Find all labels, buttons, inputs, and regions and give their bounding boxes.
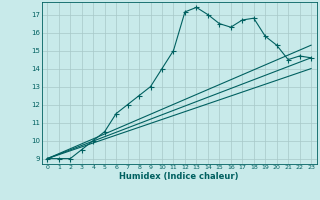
X-axis label: Humidex (Indice chaleur): Humidex (Indice chaleur) (119, 172, 239, 181)
